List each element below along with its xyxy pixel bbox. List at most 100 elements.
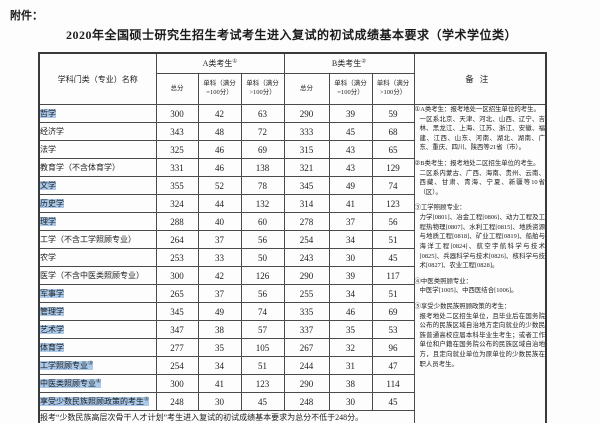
score-cell: 105 (240, 338, 285, 357)
attachment-label: 附件： (10, 10, 43, 22)
score-cell: 123 (371, 194, 415, 213)
column-header-b-single100: 单科（满分=100分） (328, 73, 373, 105)
subject-cell: 哲学 (38, 104, 157, 123)
score-cell: 37 (328, 212, 373, 231)
subject-label: 管理学 (40, 307, 64, 316)
score-cell: 45 (371, 392, 415, 411)
score-cell: 32 (328, 338, 373, 357)
score-cell: 243 (283, 248, 330, 267)
score-cell: 45 (371, 248, 415, 267)
score-cell: 34 (328, 284, 373, 303)
subject-label: 工学（不含工学照顾专业） (40, 235, 136, 244)
subject-cell: 历史学 (38, 194, 157, 213)
subject-cell: 军事学 (38, 284, 157, 303)
subject-label: 哲学 (40, 109, 56, 118)
table-row: 军事学 265 37 56 255 34 51 (38, 284, 546, 303)
score-cell: 300 (155, 104, 199, 123)
column-header-a-single-over100: 单科（满分>100分） (240, 73, 285, 105)
subject-label: 军事学 (40, 289, 64, 298)
score-cell: 277 (155, 338, 199, 357)
table-row: 工学照顾专业③ 254 34 51 244 31 47 (38, 356, 546, 375)
score-cell: 49 (197, 302, 242, 321)
footnote-marker: ④ (96, 378, 101, 385)
score-cell: 45 (240, 392, 285, 411)
column-header-group-b: B类考生② (283, 52, 415, 74)
score-cell: 244 (283, 356, 330, 375)
score-cell: 69 (371, 302, 415, 321)
score-cell: 47 (371, 356, 415, 375)
subject-cell: 教育学（不含体育学） (38, 158, 157, 177)
subject-cell: 工学（不含工学照顾专业） (38, 230, 157, 249)
score-cell: 254 (155, 356, 199, 375)
score-table: 学科门类（专业）名称 A类考生① B类考生② 备注 总分 单科（满分=100分）… (38, 52, 548, 423)
column-header-b-total: 总分 (283, 73, 330, 105)
score-table-body: 哲学 300 42 63 290 39 59 ①A类考生：报考地处一区招生单位的考生。 一区系北… (38, 104, 547, 423)
header-row-subcolumns: 总分 单科（满分=100分） 单科（满分>100分） 总分 单科（满分=100分… (39, 73, 546, 105)
score-cell: 321 (283, 158, 330, 177)
subject-label: 医学（不含中医类照顾专业） (40, 271, 144, 280)
score-cell: 315 (283, 140, 330, 159)
subject-cell: 享受少数民族照顾政策的考生⑤ (38, 392, 157, 411)
score-cell: 49 (328, 176, 373, 195)
score-cell: 33 (197, 248, 242, 267)
score-cell: 290 (283, 266, 330, 285)
score-cell: 60 (240, 212, 285, 231)
remark-heading: ②B类考生：报考地处二区招生单位的考生。 (414, 160, 540, 168)
score-cell: 343 (155, 122, 199, 141)
score-cell: 72 (240, 122, 285, 141)
footnote-row: 报考“少数民族高层次骨干人才计划”考生进入复试的初试成绩基本要求为总分不低于24… (38, 410, 546, 423)
score-cell: 63 (240, 104, 285, 123)
subject-cell: 经济学 (38, 122, 157, 141)
subject-label: 工学照顾专业③ (40, 360, 93, 370)
score-cell: 45 (328, 122, 373, 141)
table-row: 享受少数民族照顾政策的考生⑤ 248 30 45 248 30 45 (38, 392, 546, 411)
score-cell: 57 (240, 320, 285, 339)
remark-heading: ③工学照顾专业： (414, 204, 466, 212)
score-cell: 30 (328, 392, 373, 411)
subject-cell: 中医类照顾专业④ (38, 374, 157, 393)
group-b-footnote-marker: ② (361, 58, 367, 65)
score-cell: 56 (371, 212, 415, 231)
score-cell: 248 (283, 392, 330, 411)
score-cell: 65 (371, 140, 415, 159)
score-cell: 300 (155, 374, 199, 393)
score-cell: 300 (155, 266, 199, 285)
score-cell: 290 (283, 374, 330, 393)
group-a-footnote-marker: ① (232, 58, 238, 65)
score-cell: 314 (283, 194, 330, 213)
subject-label: 享受少数民族照顾政策的考生⑤ (40, 396, 149, 406)
subject-label: 中医类照顾专业④ (40, 378, 101, 388)
score-cell: 347 (155, 320, 199, 339)
score-cell: 51 (371, 284, 415, 303)
score-cell: 96 (371, 338, 415, 357)
column-header-a-total: 总分 (155, 73, 199, 105)
table-row: 理学 288 40 60 278 37 56 (38, 212, 546, 231)
score-cell: 345 (283, 176, 330, 195)
score-cell: 41 (328, 194, 373, 213)
score-cell: 69 (240, 140, 285, 159)
score-cell: 335 (283, 302, 330, 321)
score-cell: 35 (197, 338, 242, 357)
subject-label: 教育学（不含体育学） (40, 163, 120, 172)
score-cell: 331 (155, 158, 199, 177)
score-cell: 56 (240, 230, 285, 249)
remarks-cell: ①A类考生：报考地处一区招生单位的考生。 一区系北京、天津、河北、山西、辽宁、吉林… (413, 104, 547, 423)
score-cell: 48 (197, 122, 242, 141)
column-header-subject: 学科门类（专业）名称 (38, 52, 157, 105)
score-cell: 324 (155, 194, 199, 213)
remark-body: 二区系内蒙古、广西、海南、贵州、云南、西藏、甘肃、青海、宁夏、新疆等10省（区）… (419, 169, 546, 196)
score-cell: 138 (240, 158, 285, 177)
column-header-remark: 备注 (413, 52, 547, 105)
column-header-group-a: A类考生① (155, 52, 285, 74)
score-cell: 132 (240, 194, 285, 213)
score-cell: 41 (197, 374, 242, 393)
subject-cell: 农学 (38, 248, 157, 267)
score-cell: 56 (240, 284, 285, 303)
score-cell: 35 (328, 320, 373, 339)
score-cell: 40 (197, 212, 242, 231)
footnote-marker: ⑤ (144, 396, 149, 403)
score-cell: 253 (155, 248, 199, 267)
subject-label: 体育学 (40, 343, 64, 352)
subject-cell: 医学（不含中医类照顾专业） (38, 266, 157, 285)
table-row: 哲学 300 42 63 290 39 59 ①A类考生：报考地处一区招生单位的考生。 一区系北… (38, 104, 547, 423)
